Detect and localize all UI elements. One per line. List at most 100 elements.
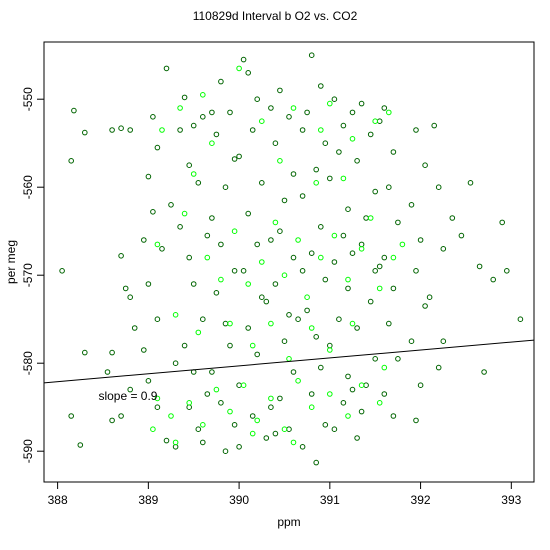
data-point: [386, 184, 392, 190]
data-point: [259, 294, 265, 301]
data-point: [313, 459, 320, 466]
data-point: [118, 253, 124, 259]
data-point: [363, 382, 369, 389]
chart-title: 110829d Interval b O2 vs. CO2: [193, 9, 358, 23]
data-point: [272, 219, 279, 226]
data-point: [268, 395, 274, 402]
data-point: [435, 184, 442, 190]
data-point: [367, 298, 374, 305]
data-point: [218, 276, 224, 283]
data-point: [204, 391, 211, 397]
data-point: [431, 122, 438, 129]
data-point: [345, 285, 351, 292]
data-point: [154, 316, 161, 323]
data-point: [259, 118, 265, 124]
data-point: [272, 430, 279, 437]
data-point: [422, 303, 428, 309]
data-point: [440, 246, 447, 252]
data-point: [109, 417, 115, 424]
data-point: [181, 210, 188, 217]
data-point: [449, 215, 456, 221]
data-point: [367, 215, 374, 221]
data-point: [386, 109, 392, 116]
data-point: [295, 378, 301, 384]
data-point: [181, 342, 188, 349]
data-point: [131, 325, 138, 331]
data-point: [340, 400, 347, 406]
data-point: [372, 188, 379, 195]
data-point: [272, 281, 279, 287]
data-point: [299, 444, 306, 450]
data-point: [399, 241, 406, 248]
data-point: [172, 439, 179, 446]
data-point: [290, 439, 297, 446]
data-point: [376, 285, 383, 292]
data-point: [281, 338, 288, 345]
data-point: [308, 250, 315, 256]
data-point: [354, 158, 360, 164]
data-point: [71, 107, 77, 114]
data-point: [318, 254, 324, 261]
data-point: [363, 215, 369, 221]
data-point: [168, 413, 174, 419]
x-tick-label: 390: [229, 493, 249, 507]
data-point: [381, 364, 388, 371]
x-tick-label: 393: [501, 493, 521, 507]
data-point: [209, 109, 215, 116]
data-point: [104, 369, 111, 375]
data-point: [209, 140, 215, 146]
data-point: [390, 149, 397, 155]
data-point: [154, 144, 161, 151]
data-point: [231, 228, 238, 234]
fit-line: [44, 339, 534, 384]
y-axis-label: per meg: [4, 240, 18, 284]
data-point: [159, 246, 165, 252]
data-point: [263, 435, 270, 441]
data-point: [435, 364, 442, 371]
data-point: [318, 224, 324, 230]
data-point: [186, 254, 192, 261]
data-point: [145, 173, 152, 180]
data-point: [517, 316, 524, 323]
data-point: [390, 254, 397, 261]
data-point: [417, 382, 424, 389]
data-point: [231, 268, 238, 274]
data-point: [413, 127, 419, 133]
data-point: [259, 180, 265, 186]
data-point: [186, 400, 192, 406]
data-point: [376, 263, 383, 270]
data-point: [249, 342, 256, 349]
data-point: [376, 118, 383, 124]
plot-frame: [43, 41, 535, 483]
data-point: [268, 237, 274, 243]
data-point: [349, 250, 356, 256]
data-point: [304, 109, 310, 116]
data-point: [154, 395, 161, 402]
y-axis: -550 -560 -570 -580 -590: [21, 87, 44, 463]
data-point: [308, 52, 315, 59]
data-point: [322, 140, 329, 146]
data-point: [345, 413, 351, 419]
data-point: [150, 209, 156, 215]
data-point: [318, 364, 324, 371]
data-point: [240, 56, 247, 63]
data-point: [227, 109, 233, 116]
data-point: [177, 224, 183, 230]
data-point: [150, 114, 156, 120]
data-point: [299, 127, 306, 133]
data-point: [390, 413, 397, 419]
data-point: [304, 294, 310, 301]
data-point: [245, 281, 251, 287]
data-point: [349, 320, 356, 327]
data-point: [481, 369, 487, 375]
data-point: [345, 276, 351, 283]
data-point: [227, 408, 233, 415]
data-point: [331, 426, 338, 433]
data-point: [209, 215, 215, 221]
data-point: [268, 105, 274, 111]
data-point: [200, 422, 206, 428]
data-point: [286, 114, 292, 120]
data-point: [490, 276, 497, 283]
data-point: [372, 118, 379, 124]
data-point: [395, 219, 401, 226]
